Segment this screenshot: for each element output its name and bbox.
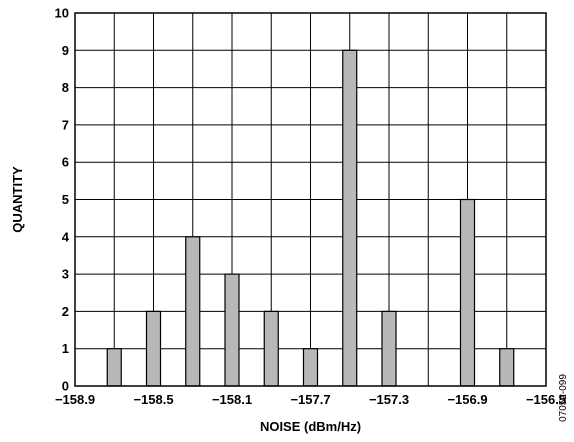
x-tick-label: −158.5: [133, 392, 173, 407]
x-tick-label: −158.1: [212, 392, 252, 407]
bar: [459, 198, 476, 387]
x-tick-label: −158.9: [55, 392, 95, 407]
y-tick-label: 4: [62, 229, 70, 244]
x-tick-label: −157.3: [369, 392, 409, 407]
y-tick-label: 7: [62, 117, 69, 132]
bar: [145, 310, 162, 387]
bar: [381, 310, 397, 387]
y-tick-label: 0: [62, 379, 69, 394]
bar: [499, 348, 515, 387]
y-tick-label: 10: [55, 6, 69, 21]
grid-lines: [75, 13, 546, 386]
bar: [342, 49, 358, 387]
x-tick-label: −157.7: [290, 392, 330, 407]
y-axis-title: QUANTITY: [10, 166, 25, 233]
y-tick-label: 3: [62, 267, 69, 282]
bar: [185, 236, 201, 387]
plot-area-frame: [74, 12, 547, 387]
figure-id-label: 07052-099: [558, 374, 569, 422]
x-tick-label: −156.5: [526, 392, 566, 407]
bar: [224, 273, 240, 387]
x-axis-tick-labels: −158.9 −158.5 −158.1 −157.7 −157.3 −156.9 −156…: [55, 392, 566, 407]
bar: [106, 348, 122, 387]
y-tick-label: 5: [62, 192, 69, 207]
bar: [302, 348, 319, 387]
y-tick-label: 8: [62, 80, 69, 95]
x-tick-label: −156.9: [447, 392, 487, 407]
y-tick-label: 6: [62, 155, 69, 170]
y-axis-tick-labels: 0 1 2 3 4 5 6 7 8 9 10: [55, 6, 70, 394]
y-tick-label: 1: [62, 341, 69, 356]
y-tick-label: 2: [62, 304, 69, 319]
y-tick-label: 9: [62, 43, 69, 58]
bar: [263, 310, 279, 387]
x-axis-title: NOISE (dBm/Hz): [260, 419, 361, 434]
